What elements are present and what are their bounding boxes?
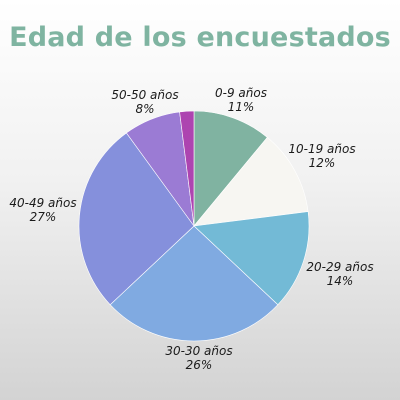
slice-percent-0: 11%	[228, 100, 255, 114]
pie-slice-3	[109, 225, 279, 342]
pie-slice-2	[193, 211, 310, 306]
slice-label-4: 40-49 años	[9, 196, 76, 210]
pie-slice-0	[193, 110, 268, 227]
slice-label-2: 20-29 años	[306, 260, 373, 274]
chart-title: Edad de los encuestados	[9, 22, 391, 53]
slice-label-3: 30-30 años	[165, 344, 232, 358]
slice-percent-4: 27%	[30, 210, 57, 224]
pie-slice-6	[179, 110, 195, 227]
slice-percent-1: 12%	[309, 156, 336, 170]
slice-percent-3: 26%	[186, 358, 213, 372]
slice-label-5: 50-50 años	[111, 88, 178, 102]
slice-percent-5: 8%	[135, 102, 154, 116]
slice-label-0: 0-9 años	[215, 86, 267, 100]
slice-percent-2: 14%	[327, 274, 354, 288]
slice-label-1: 10-19 años	[288, 142, 355, 156]
pie-slice-4	[78, 132, 195, 306]
pie-slice-1	[193, 136, 309, 227]
